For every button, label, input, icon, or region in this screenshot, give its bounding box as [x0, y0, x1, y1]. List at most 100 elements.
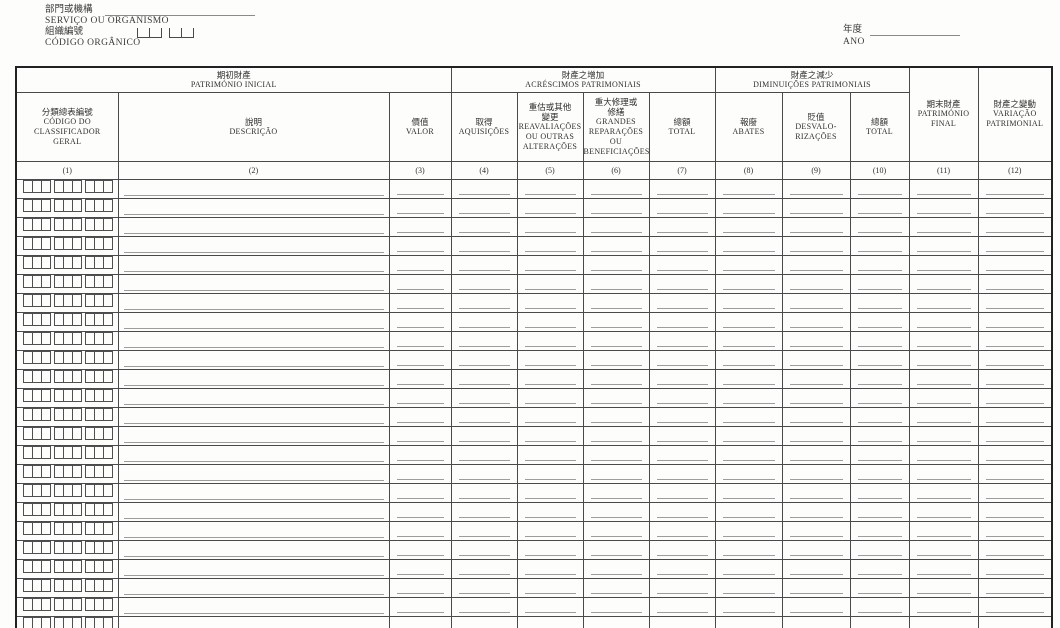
value-line	[908, 615, 979, 628]
code-box	[40, 217, 51, 231]
value-line	[908, 292, 979, 313]
value-line	[648, 387, 716, 408]
value-line	[908, 254, 979, 275]
entry-row	[15, 311, 1053, 332]
value-line	[388, 178, 452, 199]
value-line	[781, 539, 851, 560]
value-line	[388, 406, 452, 427]
year-label-zh: 年度	[843, 25, 863, 35]
value-line	[714, 197, 783, 218]
value-line	[849, 520, 910, 541]
value-line	[388, 273, 452, 294]
code-box	[102, 578, 113, 592]
value-line	[714, 216, 783, 237]
value-line	[582, 501, 650, 522]
value-line	[977, 577, 1053, 598]
value-line	[648, 216, 716, 237]
value-line	[849, 558, 910, 579]
code-box-group	[22, 502, 51, 516]
group-header-initial: 期初財產 PATRIMÓNIO INICIAL	[15, 66, 452, 93]
value-line	[388, 444, 452, 465]
code-box-group	[84, 388, 113, 402]
code-box	[40, 331, 51, 345]
value-line	[714, 482, 783, 503]
value-line	[714, 254, 783, 275]
value-line	[849, 311, 910, 332]
value-line	[516, 558, 584, 579]
code-box-group	[22, 293, 51, 307]
code-box-group	[22, 255, 51, 269]
code-box-group	[84, 502, 113, 516]
classifier-code-boxes	[15, 178, 119, 199]
value-line	[516, 235, 584, 256]
entry-row	[15, 444, 1053, 465]
code-box-group	[84, 369, 113, 383]
value-line	[388, 482, 452, 503]
value-line	[582, 387, 650, 408]
value-line	[450, 349, 518, 370]
description-line	[117, 425, 390, 446]
value-line	[849, 292, 910, 313]
value-line	[388, 463, 452, 484]
value-line	[781, 482, 851, 503]
value-line	[450, 558, 518, 579]
code-box	[40, 274, 51, 288]
code-box	[40, 540, 51, 554]
classifier-code-boxes	[15, 235, 119, 256]
value-line	[648, 615, 716, 628]
description-line	[117, 577, 390, 598]
code-box-group	[53, 483, 82, 497]
value-line	[849, 501, 910, 522]
value-line	[450, 292, 518, 313]
value-line	[908, 273, 979, 294]
value-line	[516, 463, 584, 484]
classifier-code-boxes	[15, 292, 119, 313]
entry-row	[15, 539, 1053, 560]
value-line	[516, 596, 584, 617]
entry-row	[15, 197, 1053, 218]
value-line	[516, 387, 584, 408]
entry-row	[15, 463, 1053, 484]
value-line	[450, 330, 518, 351]
classifier-code-boxes	[15, 539, 119, 560]
value-line	[908, 330, 979, 351]
code-box-group	[84, 426, 113, 440]
value-line	[908, 596, 979, 617]
code-box-group	[22, 350, 51, 364]
code-box	[40, 407, 51, 421]
value-line	[849, 235, 910, 256]
value-line	[908, 482, 979, 503]
value-line	[849, 178, 910, 199]
value-line	[516, 444, 584, 465]
code-box-group	[22, 179, 51, 193]
value-line	[450, 596, 518, 617]
value-line	[849, 444, 910, 465]
code-box-group	[53, 369, 82, 383]
year-label-pt: ANO	[843, 37, 865, 47]
value-line	[582, 406, 650, 427]
value-line	[908, 235, 979, 256]
value-line	[388, 368, 452, 389]
code-box-group	[53, 179, 82, 193]
column-header-decrease-total: 總額 TOTAL	[849, 91, 910, 162]
code-box	[40, 312, 51, 326]
value-line	[977, 539, 1053, 560]
value-line	[849, 368, 910, 389]
description-line	[117, 558, 390, 579]
value-line	[388, 387, 452, 408]
value-line	[516, 349, 584, 370]
value-line	[977, 406, 1053, 427]
value-line	[582, 425, 650, 446]
code-box-group	[22, 407, 51, 421]
value-line	[714, 520, 783, 541]
value-line	[849, 330, 910, 351]
value-line	[977, 520, 1053, 541]
value-line	[582, 463, 650, 484]
group-header-row: 期初財產 PATRIMÓNIO INICIAL 財產之增加 ACRÉSCIMOS…	[15, 66, 1053, 162]
code-box-group	[22, 217, 51, 231]
value-line	[977, 197, 1053, 218]
table-body	[15, 178, 1053, 628]
classifier-code-boxes	[15, 349, 119, 370]
entry-row	[15, 368, 1053, 389]
classifier-code-boxes	[15, 444, 119, 465]
